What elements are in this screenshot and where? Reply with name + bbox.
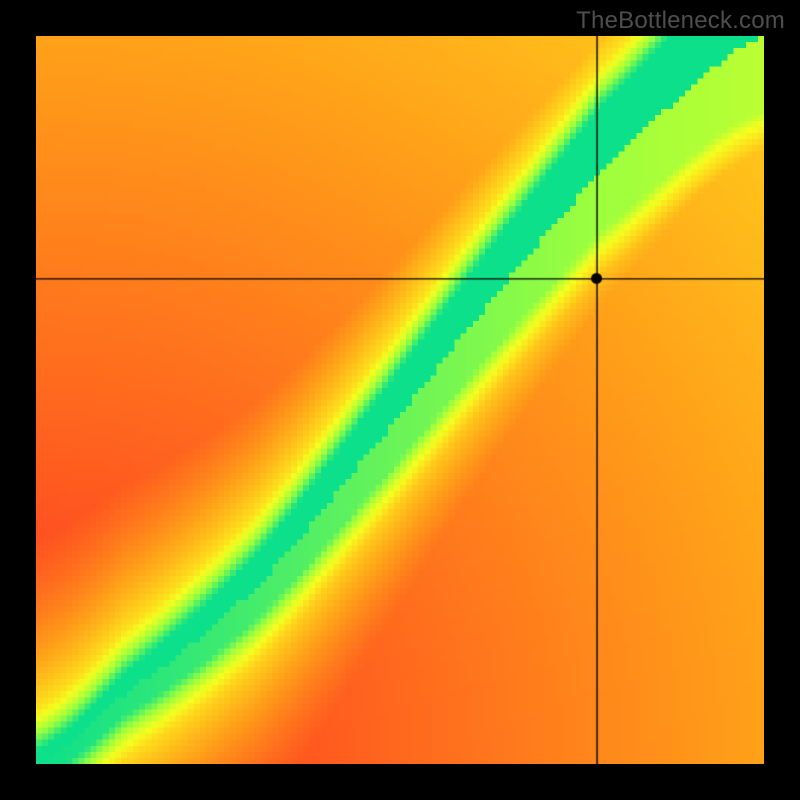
watermark-text: TheBottleneck.com	[576, 7, 785, 35]
bottleneck-heatmap	[36, 36, 764, 764]
chart-frame	[36, 36, 764, 764]
